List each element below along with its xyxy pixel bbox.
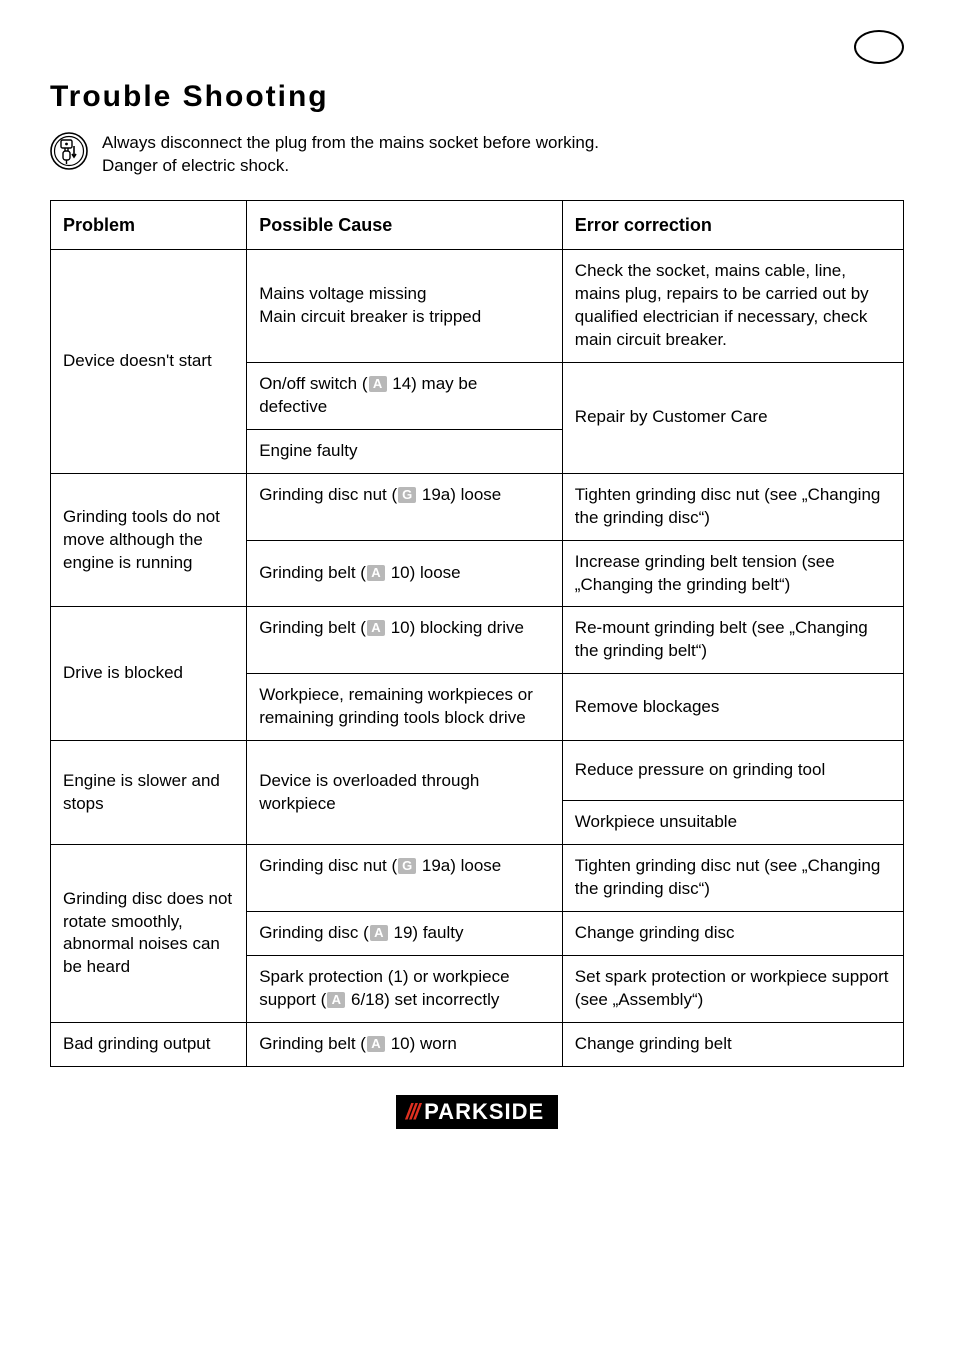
letter-g-icon: G: [398, 487, 416, 503]
intro-block: Always disconnect the plug from the main…: [50, 132, 904, 178]
letter-a-icon: A: [367, 565, 385, 581]
r2-cause1: Grinding disc nut (G 19a) loose: [247, 473, 563, 540]
r5-fix1: Tighten grinding disc nut (see „Changing…: [562, 845, 903, 912]
r1-cause1: Mains voltage missing Main circuit break…: [247, 250, 563, 363]
r4-cause: Device is overloaded through workpiece: [247, 741, 563, 845]
r5-cause2: Grinding disc (A 19) faulty: [247, 911, 563, 955]
header-fix: Error correction: [562, 200, 903, 249]
logo-slashes: ///: [406, 1099, 418, 1125]
r3-cause1: Grinding belt (A 10) blocking drive: [247, 607, 563, 674]
r6-problem: Bad grinding output: [51, 1022, 247, 1066]
letter-a-icon: A: [367, 1036, 385, 1052]
troubleshooting-table: Problem Possible Cause Error correction …: [50, 200, 904, 1067]
letter-a-icon: A: [369, 376, 387, 392]
page-corner-ellipse: [854, 30, 904, 64]
letter-a-icon: A: [367, 620, 385, 636]
r3-fix2: Remove blockages: [562, 674, 903, 741]
r4-problem: Engine is slower and stops: [51, 741, 247, 845]
r5-fix2: Change grinding disc: [562, 911, 903, 955]
r4-fix2: Workpiece unsuitable: [562, 801, 903, 845]
r3-problem: Drive is blocked: [51, 607, 247, 741]
r3-cause2: Workpiece, remaining workpieces or remai…: [247, 674, 563, 741]
letter-a-icon: A: [370, 925, 388, 941]
letter-g-icon: G: [398, 858, 416, 874]
r4-fix1: Reduce pressure on grinding tool: [562, 741, 903, 801]
r5-problem: Grinding disc does not rotate smoothly, …: [51, 845, 247, 1023]
logo-text: PARKSIDE: [424, 1099, 544, 1125]
r5-cause3: Spark protection (1) or workpiece suppor…: [247, 955, 563, 1022]
r5-fix3: Set spark protection or workpiece suppor…: [562, 955, 903, 1022]
letter-a-icon: A: [327, 992, 345, 1008]
header-problem: Problem: [51, 200, 247, 249]
unplug-icon: [50, 132, 88, 175]
r6-fix: Change grinding belt: [562, 1022, 903, 1066]
r1-cause3: Engine faulty: [247, 429, 563, 473]
r2-problem: Grinding tools do not move although the …: [51, 473, 247, 607]
r1-problem: Device doesn't start: [51, 250, 247, 474]
header-cause: Possible Cause: [247, 200, 563, 249]
r2-fix2: Increase grinding belt tension (see „Cha…: [562, 540, 903, 607]
r5-cause1: Grinding disc nut (G 19a) loose: [247, 845, 563, 912]
r1-fix1: Check the socket, mains cable, line, mai…: [562, 250, 903, 363]
intro-line-2: Danger of electric shock.: [102, 156, 289, 175]
r2-fix1: Tighten grinding disc nut (see „Changing…: [562, 473, 903, 540]
r2-cause2: Grinding belt (A 10) loose: [247, 540, 563, 607]
footer-logo: /// PARKSIDE: [50, 1095, 904, 1129]
intro-line-1: Always disconnect the plug from the main…: [102, 133, 599, 152]
r1-fix23: Repair by Customer Care: [562, 362, 903, 473]
r1-cause2: On/off switch (A 14) may be defective: [247, 362, 563, 429]
page-title: Trouble Shooting: [50, 80, 904, 114]
r3-fix1: Re-mount grinding belt (see „Changing th…: [562, 607, 903, 674]
r6-cause: Grinding belt (A 10) worn: [247, 1022, 563, 1066]
